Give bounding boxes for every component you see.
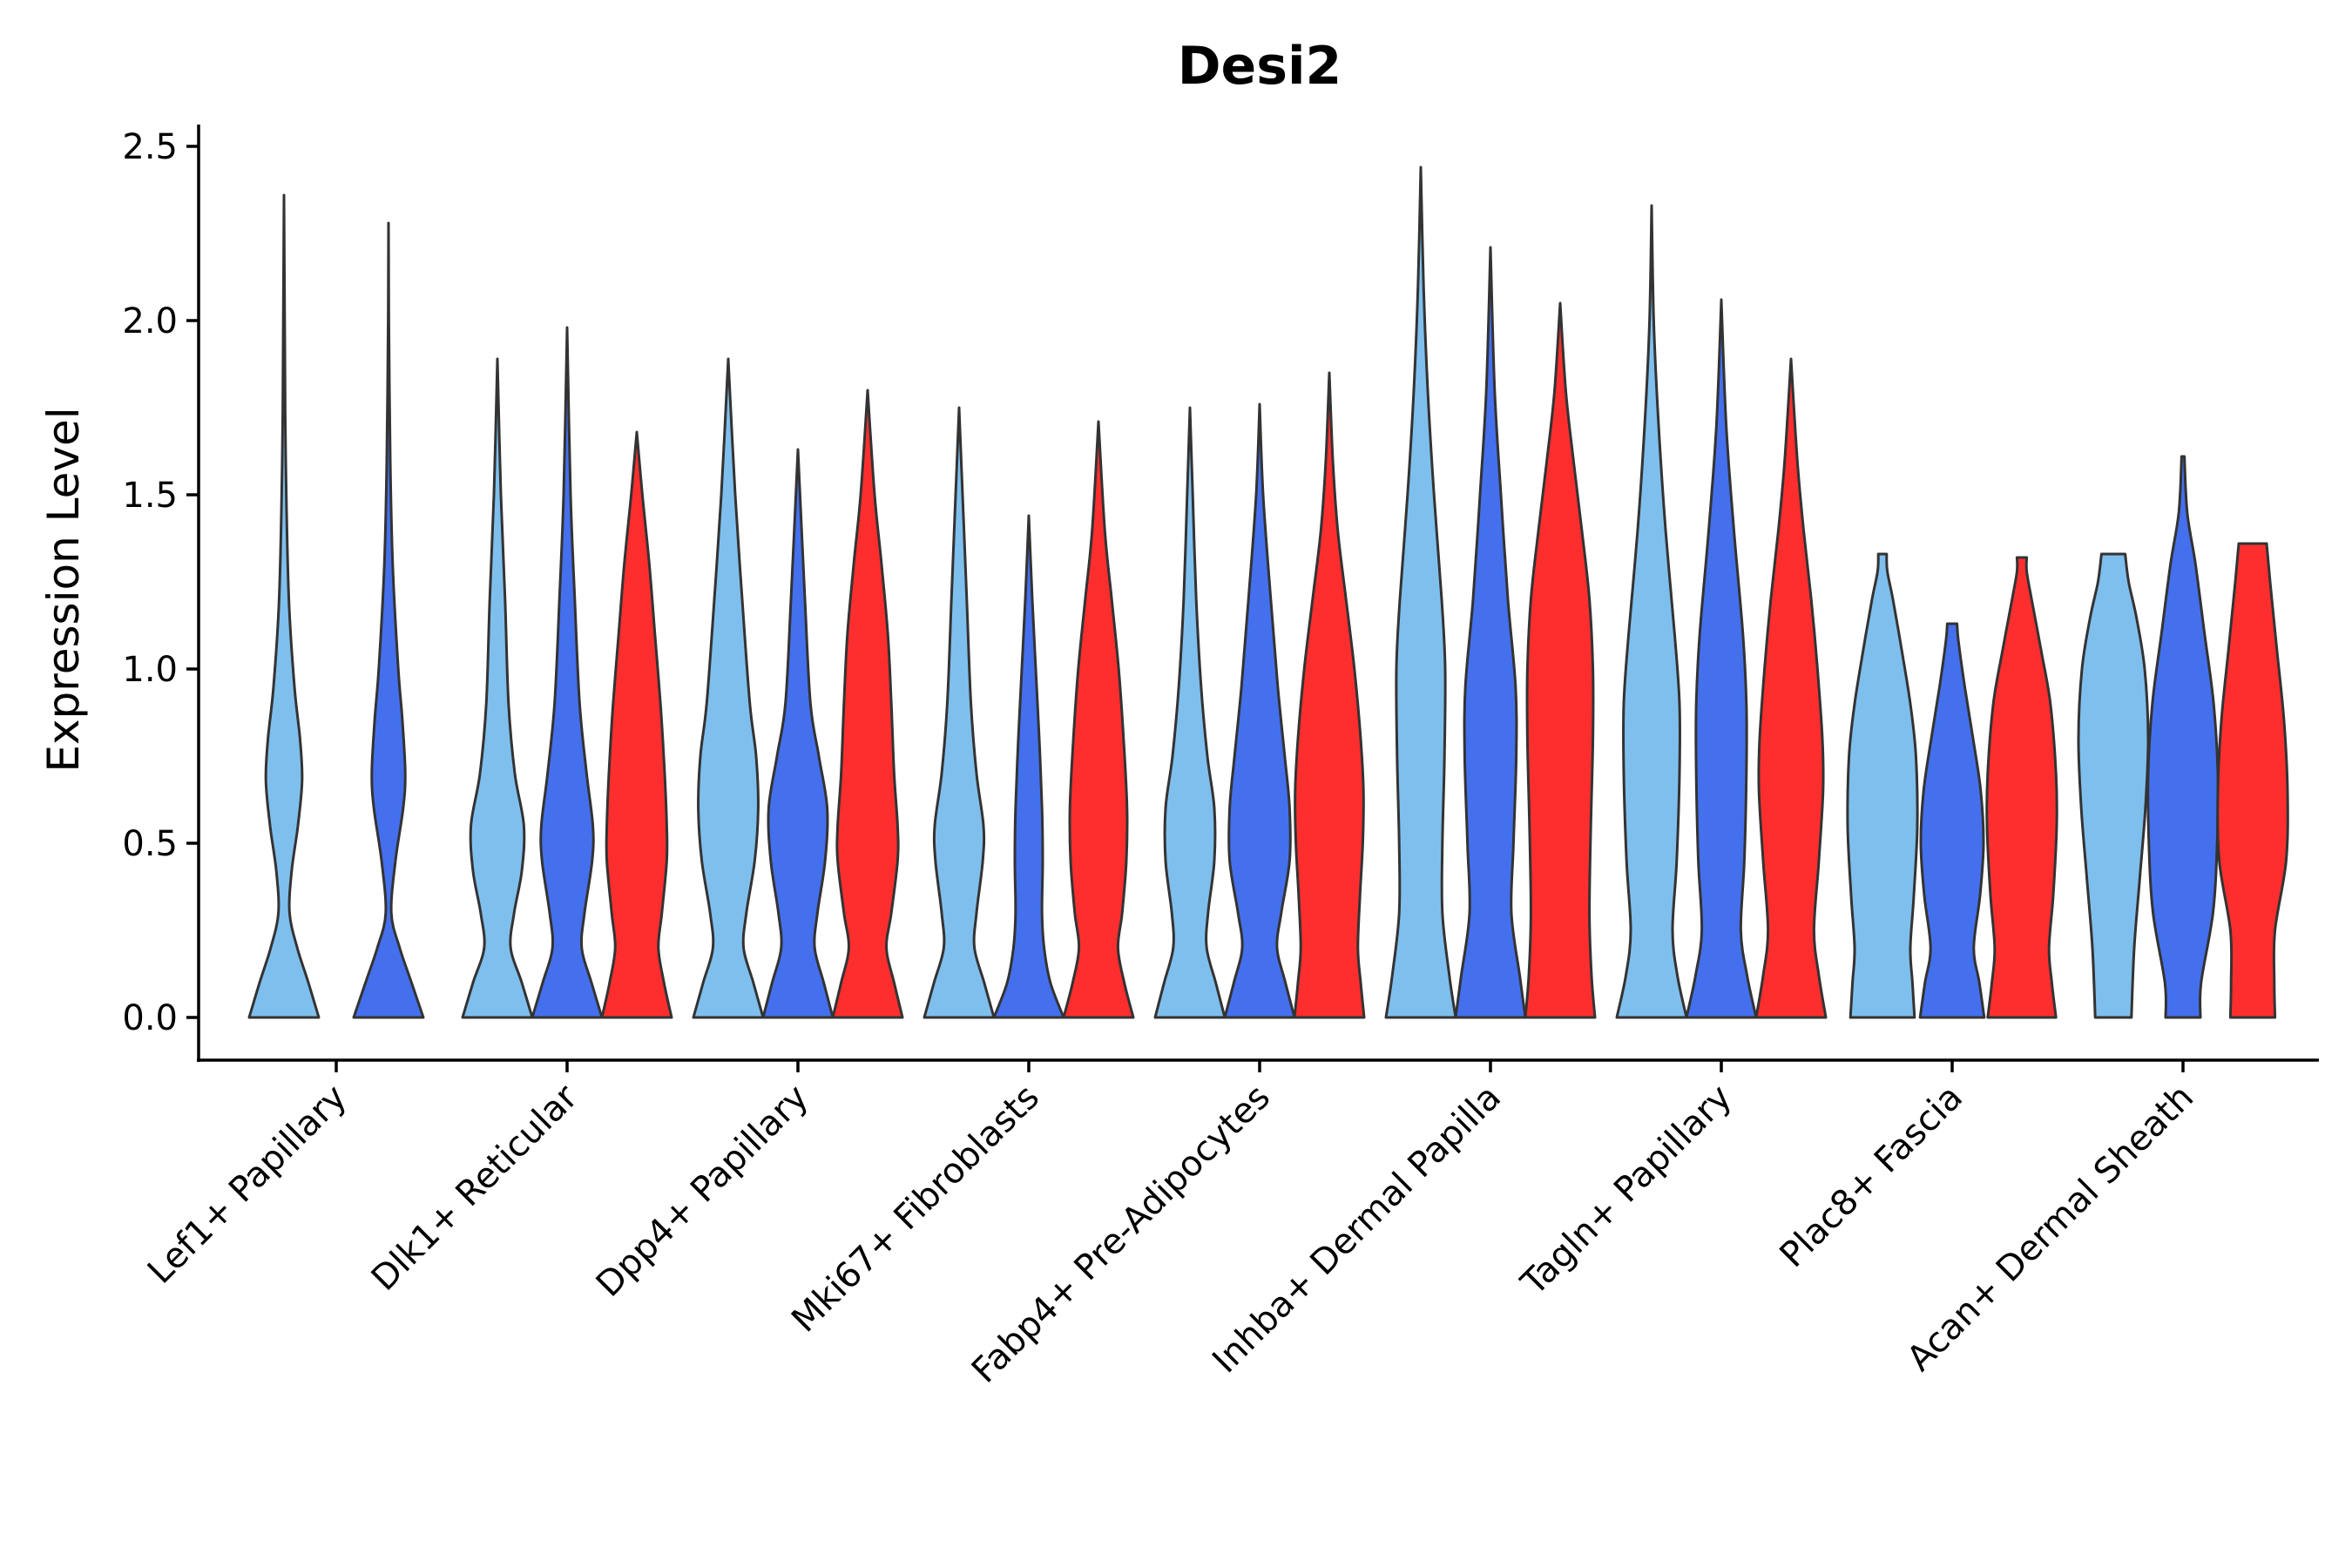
violin-8-1: [2146, 455, 2220, 1019]
violin-4-2: [1293, 371, 1366, 1019]
x-category-label: Mki67+ Fibroblasts: [784, 1078, 1047, 1341]
violin-5-0: [1384, 166, 1457, 1019]
violin-6-0: [1615, 204, 1688, 1019]
y-tick-label: 2.5: [122, 127, 178, 167]
x-category-label: Plac8+ Fascia: [1773, 1078, 1971, 1276]
violin-layer: [247, 166, 2289, 1019]
y-tick-label: 0.5: [122, 824, 178, 864]
violin-0-0: [247, 193, 321, 1019]
violin-3-1: [992, 514, 1065, 1019]
violin-1-0: [461, 357, 534, 1019]
x-category-label: Lef1+ Papillary: [140, 1078, 355, 1292]
violin-6-1: [1685, 298, 1758, 1019]
y-tick-label: 0.0: [122, 998, 178, 1038]
violin-7-1: [1918, 622, 1986, 1019]
violin-5-2: [1524, 301, 1597, 1019]
violin-7-0: [1846, 552, 1919, 1019]
violin-5-1: [1454, 246, 1527, 1019]
violin-8-0: [2077, 552, 2150, 1019]
y-tick-label: 1.0: [122, 650, 178, 690]
y-axis-ticks: 0.0 0.5 1.0 1.5 2.0 2.5: [122, 127, 199, 1038]
violin-0-1: [352, 221, 425, 1019]
violin-1-2: [600, 430, 673, 1019]
violin-8-2: [2216, 542, 2289, 1019]
violin-7-2: [1985, 556, 2058, 1019]
x-axis-ticks: Lef1+ Papillary Dlk1+ Reticular Dpp4+ Papi…: [140, 1060, 2201, 1391]
x-category-label: Tagln+ Papillary: [1513, 1078, 1740, 1304]
violin-4-0: [1153, 406, 1227, 1019]
violin-3-2: [1062, 420, 1135, 1019]
chart-title: Desi2: [1178, 36, 1342, 97]
y-tick-label: 2.0: [122, 301, 178, 341]
x-category-label: Dpp4+ Papillary: [589, 1078, 816, 1305]
violin-4-1: [1223, 402, 1296, 1019]
violin-1-1: [531, 326, 604, 1019]
violin-6-2: [1754, 357, 1828, 1019]
violin-3-0: [923, 406, 996, 1019]
violin-2-1: [761, 448, 835, 1019]
y-axis-label: Expression Level: [38, 407, 89, 772]
violin-2-2: [831, 389, 904, 1019]
x-category-label: Dlk1+ Reticular: [364, 1077, 586, 1299]
violin-2-0: [692, 357, 765, 1019]
y-tick-label: 1.5: [122, 476, 178, 516]
